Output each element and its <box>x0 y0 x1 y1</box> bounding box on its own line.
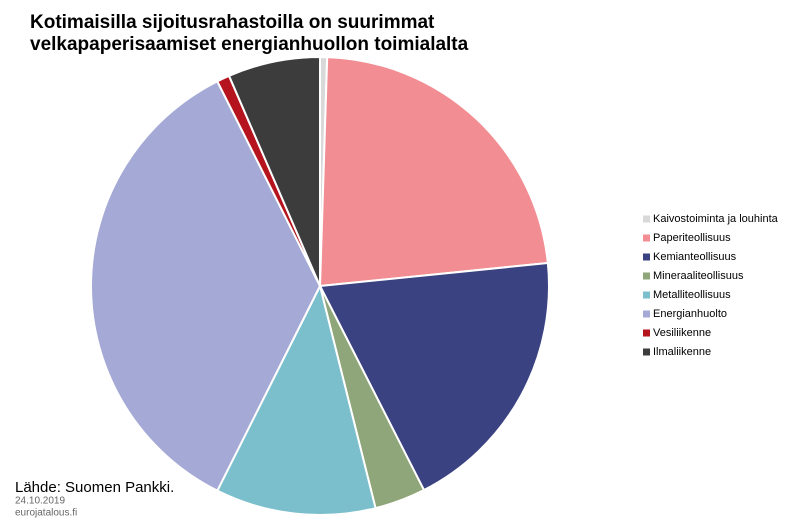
pie-slice <box>227 55 321 287</box>
legend-label: Mineraaliteollisuus <box>653 270 744 282</box>
legend-label: Paperiteollisuus <box>653 232 731 244</box>
pie-slice <box>318 261 550 492</box>
legend-label: Ilmaliikenne <box>653 346 711 358</box>
legend-label: Metalliteollisuus <box>653 289 731 301</box>
legend-swatch <box>643 234 650 242</box>
legend-label: Kemianteollisuus <box>653 251 737 263</box>
legend-swatch <box>643 253 650 261</box>
legend-swatch <box>643 272 650 280</box>
legend-label: Vesiliikenne <box>653 327 711 339</box>
legend-swatch <box>643 310 650 318</box>
date: 24.10.2019 <box>15 496 65 507</box>
site: eurojatalous.fi <box>15 508 77 519</box>
pie-slice <box>90 79 322 493</box>
legend-swatch <box>643 348 650 356</box>
legend-swatch <box>643 215 650 223</box>
legend-swatch <box>643 291 650 299</box>
legend-swatch <box>643 329 650 337</box>
legend-label: Energianhuolto <box>653 308 727 320</box>
pie-slice <box>215 283 377 516</box>
pie-slice <box>318 56 549 288</box>
legend-label: Kaivostoiminta ja louhinta <box>653 213 779 225</box>
chart-title: Kotimaisilla sijoitusrahastoilla on suur… <box>30 12 469 55</box>
source: Lähde: Suomen Pankki. <box>15 479 174 496</box>
